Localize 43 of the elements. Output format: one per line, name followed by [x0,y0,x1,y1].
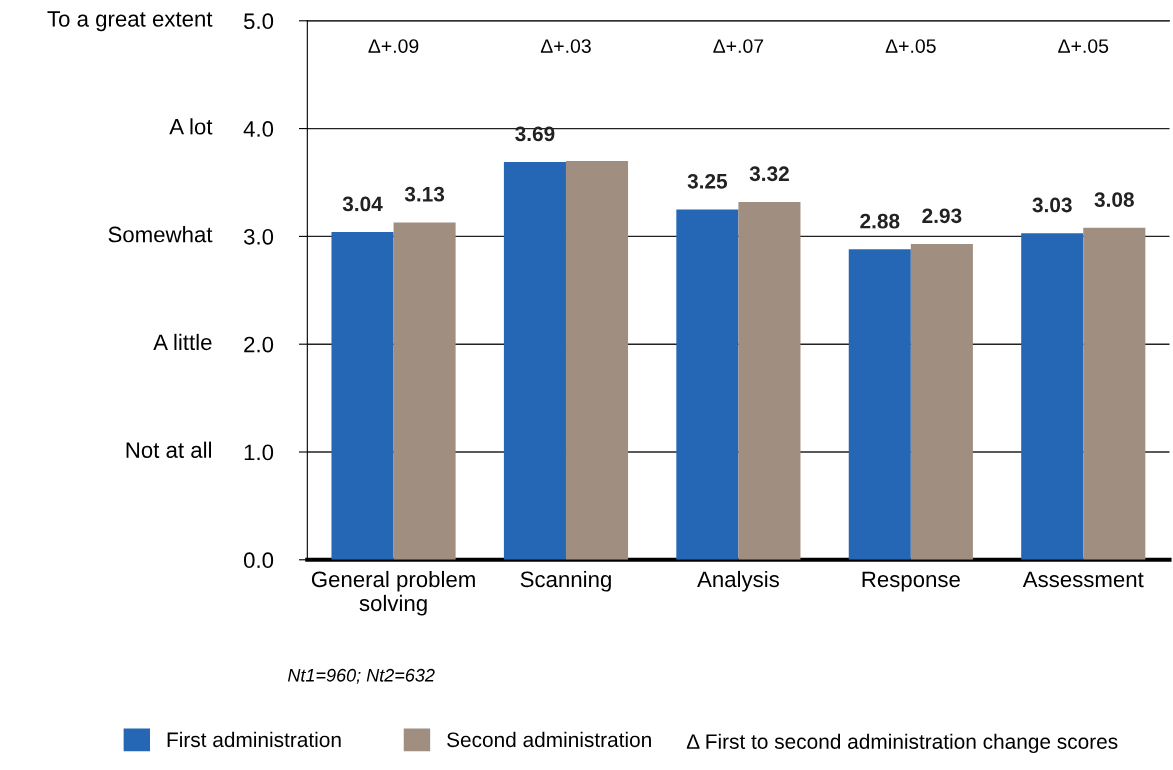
annotation: Δ+.07 [713,39,764,53]
bar [848,249,911,560]
bar [565,160,629,560]
y-tick-label: 2.0 [244,336,274,353]
data-label: 3.32 [749,166,789,182]
y-tick-label: 1.0 [244,444,274,461]
data-label: 3.13 [404,186,445,202]
y-tick-label: 4.0 [243,121,274,137]
x-tick-label: Assessment [1022,571,1144,588]
bar [1083,227,1146,560]
text: Nt1=960; Nt2=632 [287,668,435,684]
bar [503,162,566,560]
data-label: 2.88 [860,213,900,229]
legend-label: First administration [167,731,341,748]
data-label: 3.08 [1094,192,1134,208]
text: A little [153,333,212,351]
data-label: 3.25 [687,173,728,189]
bar [393,222,456,560]
y-tick-label: 0.0 [243,552,274,569]
x-tick-label: General problem solving [311,570,475,616]
text: To a great extent [47,11,213,32]
text: Somewhat [108,226,213,243]
bar [676,209,739,560]
x-tick-label: Scanning [520,570,611,592]
bar [738,201,801,560]
data-label: 2.93 [922,208,962,224]
data-label: 3.04 [342,196,383,212]
y-tick-label: 3.0 [243,228,274,245]
annotation: Δ+.09 [368,39,419,53]
bar [331,232,394,560]
text: Δ First to second administration change scores [686,733,1118,754]
y-tick-label: 5.0 [243,13,274,30]
bar [1021,233,1084,560]
x-tick-label: Analysis [697,570,779,592]
annotation: Δ+.03 [540,39,591,53]
x-tick-label: Response [862,571,960,592]
legend-label: Second administration [447,731,651,748]
text: A lot [169,118,213,135]
annotation: Δ+.05 [885,39,936,53]
annotation: Δ+.05 [1058,39,1109,53]
bar [910,243,973,560]
data-label: 3.03 [1032,197,1072,213]
text: Not at all [126,441,212,458]
